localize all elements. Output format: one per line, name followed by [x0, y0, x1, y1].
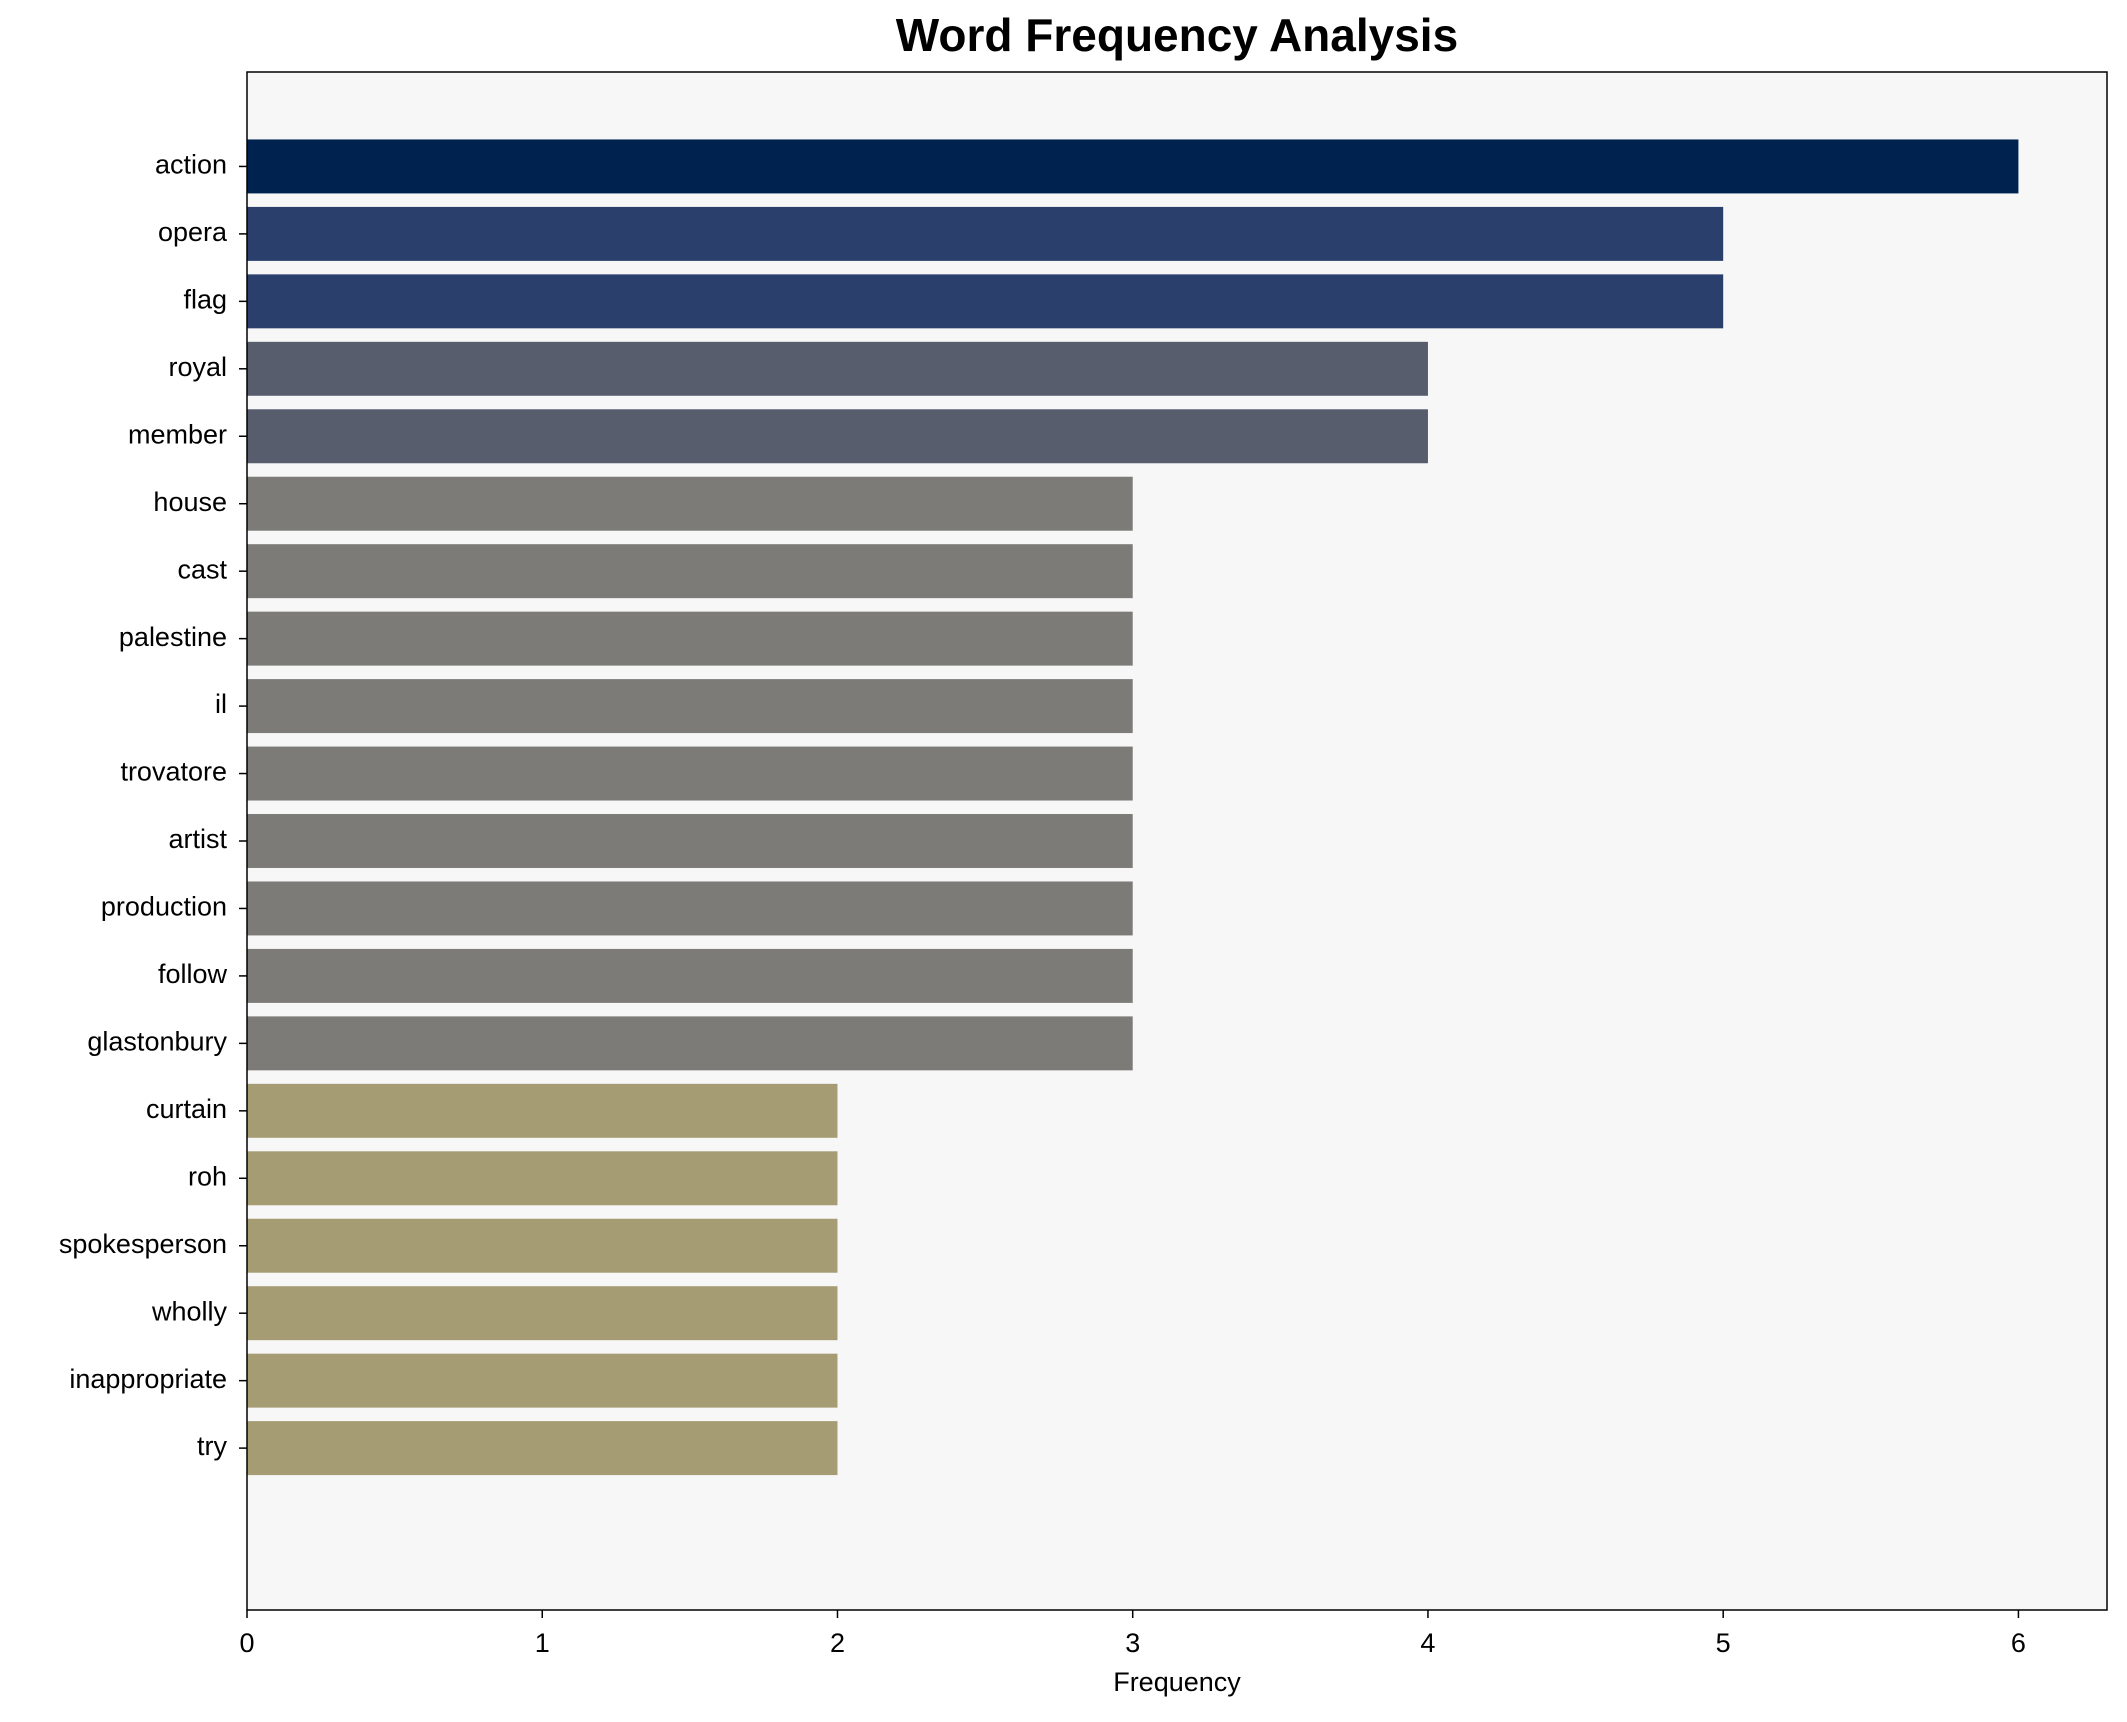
- y-tick-label: production: [101, 892, 227, 922]
- bar: [247, 814, 1133, 868]
- y-tick-label: inappropriate: [69, 1364, 227, 1394]
- bar: [247, 139, 2019, 194]
- bar: [247, 1151, 838, 1206]
- y-tick-label: opera: [158, 217, 228, 247]
- y-tick-label: house: [153, 487, 227, 517]
- y-tick-label: member: [128, 419, 227, 449]
- x-axis-label: Frequency: [1113, 1667, 1241, 1697]
- y-tick-label: spokesperson: [59, 1229, 227, 1259]
- bar: [247, 476, 1133, 531]
- bar: [247, 1286, 838, 1341]
- y-tick-label: palestine: [119, 622, 227, 652]
- bar: [247, 746, 1133, 801]
- y-tick-label: glastonbury: [87, 1026, 227, 1056]
- y-tick-label: il: [215, 689, 227, 719]
- x-tick-label: 3: [1125, 1628, 1140, 1658]
- bar: [247, 881, 1133, 936]
- bar: [247, 1083, 838, 1138]
- y-tick-label: try: [197, 1431, 227, 1461]
- bar: [247, 1353, 838, 1408]
- bar: [247, 611, 1133, 666]
- y-tick-label: trovatore: [120, 757, 227, 787]
- x-tick-label: 1: [535, 1628, 550, 1658]
- y-tick-label: royal: [168, 352, 227, 382]
- y-tick-label: follow: [158, 959, 228, 989]
- y-tick-label: roh: [188, 1161, 227, 1191]
- y-tick-label: wholly: [151, 1296, 228, 1326]
- bar: [247, 1421, 838, 1476]
- chart-title: Word Frequency Analysis: [896, 9, 1458, 61]
- x-tick-label: 5: [1716, 1628, 1731, 1658]
- y-tick-label: action: [155, 150, 227, 180]
- x-tick-label: 2: [830, 1628, 845, 1658]
- y-tick-label: cast: [177, 554, 227, 584]
- x-tick-label: 4: [1420, 1628, 1435, 1658]
- bar: [247, 206, 1724, 261]
- plot-frame: [246, 71, 2108, 1611]
- bar: [247, 948, 1133, 1003]
- y-tick-label: artist: [168, 824, 227, 854]
- bar: [247, 341, 1428, 396]
- bar: [247, 679, 1133, 734]
- y-tick-label: curtain: [146, 1094, 227, 1124]
- y-tick-label: flag: [183, 284, 227, 314]
- bar: [247, 1218, 838, 1273]
- x-tick-label: 0: [239, 1628, 254, 1658]
- bar: [247, 544, 1133, 599]
- x-tick-label: 6: [2011, 1628, 2026, 1658]
- bar: [247, 274, 1724, 329]
- bar: [247, 409, 1428, 464]
- bar: [247, 1016, 1133, 1071]
